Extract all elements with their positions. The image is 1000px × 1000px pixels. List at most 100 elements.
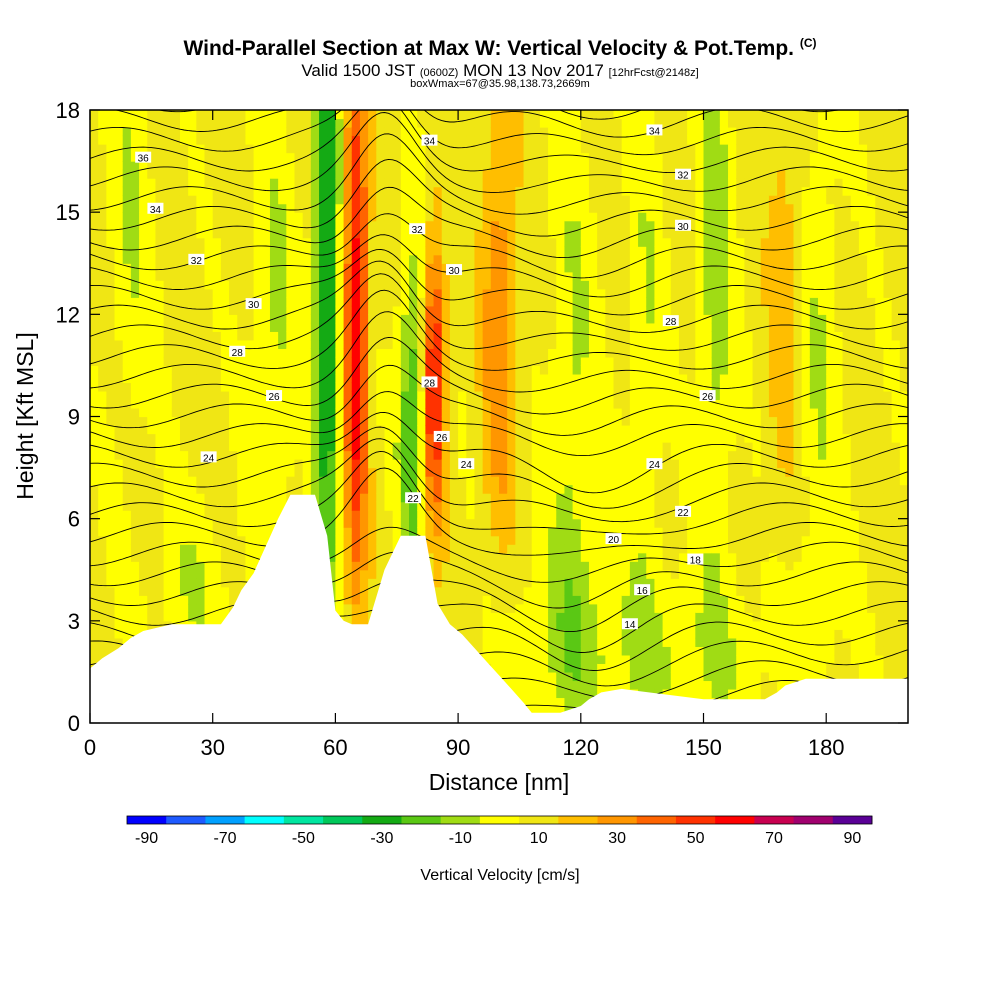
velocity-cell	[220, 237, 230, 247]
velocity-cell	[605, 603, 615, 613]
velocity-cell	[155, 450, 165, 460]
velocity-cell	[621, 527, 631, 537]
velocity-cell	[523, 527, 533, 537]
velocity-cell	[482, 425, 492, 435]
velocity-cell	[196, 484, 206, 494]
velocity-cell	[564, 654, 574, 664]
velocity-cell	[646, 595, 656, 605]
velocity-cell	[466, 544, 476, 554]
velocity-cell	[196, 322, 206, 332]
velocity-cell	[515, 382, 525, 392]
velocity-cell	[400, 229, 410, 239]
velocity-cell	[179, 280, 189, 290]
velocity-cell	[515, 518, 525, 528]
velocity-cell	[122, 399, 132, 409]
velocity-cell	[335, 433, 345, 443]
velocity-cell	[171, 161, 181, 171]
velocity-cell	[629, 467, 639, 477]
velocity-cell	[368, 305, 377, 315]
velocity-cell	[359, 552, 369, 562]
velocity-cell	[441, 135, 451, 145]
velocity-cell	[237, 152, 247, 162]
velocity-cell	[106, 297, 116, 307]
velocity-cell	[302, 348, 312, 358]
velocity-cell	[229, 297, 238, 307]
velocity-cell	[196, 365, 206, 375]
velocity-cell	[90, 493, 99, 503]
velocity-cell	[261, 246, 271, 256]
velocity-cell	[597, 561, 606, 571]
velocity-cell	[114, 305, 124, 315]
velocity-cell	[212, 246, 222, 256]
velocity-cell	[335, 527, 345, 537]
velocity-cell	[155, 518, 165, 528]
velocity-cell	[335, 407, 345, 418]
velocity-cell	[286, 271, 296, 281]
velocity-cell	[98, 237, 107, 247]
velocity-cell	[409, 425, 418, 435]
velocity-cell	[613, 203, 623, 213]
velocity-cell	[556, 127, 566, 137]
velocity-cell	[556, 297, 566, 307]
velocity-cell	[359, 280, 369, 290]
velocity-cell	[139, 169, 148, 179]
velocity-cell	[114, 612, 124, 622]
velocity-cell	[302, 322, 312, 332]
velocity-cell	[409, 246, 418, 256]
velocity-cell	[580, 527, 590, 537]
velocity-cell	[515, 680, 525, 690]
velocity-cell	[327, 527, 336, 537]
velocity-cell	[376, 399, 386, 409]
velocity-cell	[597, 663, 606, 673]
velocity-cell	[646, 118, 656, 128]
velocity-cell	[114, 161, 124, 171]
velocity-cell	[499, 450, 508, 460]
velocity-cell	[548, 484, 557, 494]
velocity-cell	[376, 144, 386, 154]
velocity-cell	[548, 263, 557, 273]
velocity-cell	[376, 433, 386, 443]
velocity-cell	[384, 442, 394, 452]
velocity-cell	[368, 484, 377, 494]
velocity-cell	[474, 348, 484, 358]
velocity-cell	[310, 271, 320, 281]
velocity-cell	[441, 407, 451, 418]
velocity-cell	[302, 144, 312, 154]
velocity-cell	[237, 305, 247, 315]
velocity-cell	[139, 144, 148, 154]
velocity-cell	[392, 331, 402, 341]
velocity-cell	[163, 161, 173, 171]
velocity-cell	[646, 254, 656, 264]
velocity-cell	[359, 220, 369, 230]
velocity-cell	[580, 390, 590, 401]
velocity-cell	[212, 118, 222, 128]
velocity-cell	[179, 314, 189, 324]
velocity-cell	[572, 161, 582, 171]
velocity-cell	[359, 390, 369, 401]
velocity-cell	[417, 212, 426, 222]
velocity-cell	[646, 280, 656, 290]
velocity-cell	[597, 629, 606, 639]
velocity-cell	[556, 578, 566, 588]
velocity-cell	[482, 178, 492, 188]
velocity-cell	[253, 382, 263, 392]
velocity-cell	[580, 646, 590, 656]
velocity-cell	[245, 178, 255, 188]
velocity-cell	[122, 595, 132, 605]
velocity-cell	[130, 612, 140, 622]
velocity-cell	[384, 467, 394, 477]
velocity-cell	[229, 254, 238, 264]
velocity-cell	[515, 195, 525, 205]
velocity-cell	[556, 271, 566, 281]
velocity-cell	[171, 501, 181, 511]
velocity-cell	[531, 646, 541, 656]
velocity-cell	[130, 382, 140, 392]
velocity-cell	[433, 186, 443, 196]
velocity-cell	[269, 305, 279, 315]
velocity-cell	[220, 135, 230, 145]
velocity-cell	[564, 390, 574, 401]
velocity-cell	[548, 467, 557, 477]
velocity-cell	[229, 118, 238, 128]
velocity-cell	[294, 152, 304, 162]
velocity-cell	[310, 382, 320, 392]
